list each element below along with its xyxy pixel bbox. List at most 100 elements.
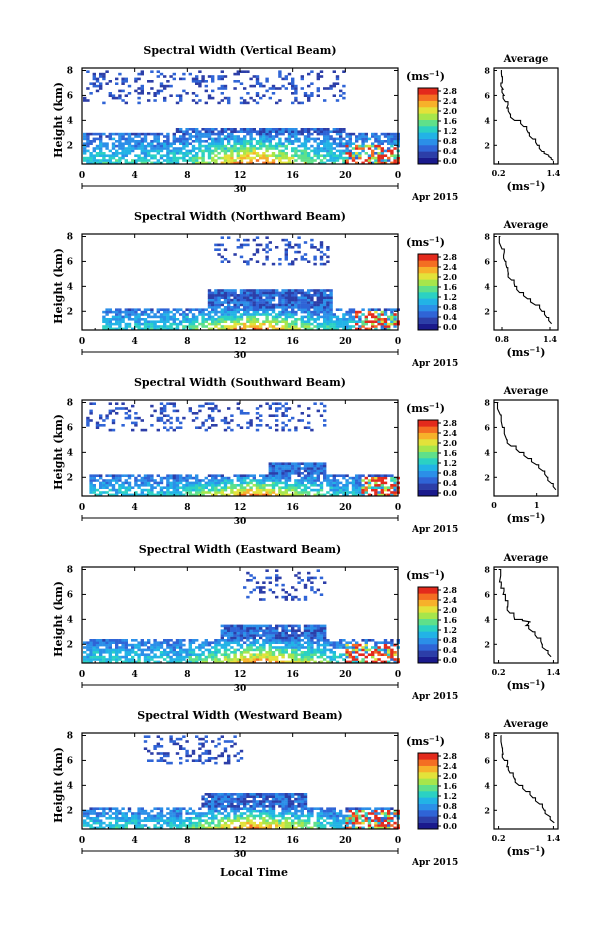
heatmap-cell	[102, 152, 106, 155]
heatmap-cell	[316, 87, 320, 90]
heatmap-cell	[332, 137, 336, 141]
heatmap-cell	[383, 308, 388, 311]
heatmap-cell	[121, 807, 125, 810]
heatmap-cell	[303, 291, 308, 295]
heatmap-cell	[188, 826, 192, 830]
heatmap-cell	[147, 493, 151, 497]
heatmap-cell	[118, 474, 122, 477]
heatmap-cell	[150, 479, 154, 482]
heatmap-cell	[335, 315, 340, 319]
heatmap-cell	[134, 491, 138, 494]
heatmap-cell	[326, 87, 330, 90]
heatmap-cell	[156, 660, 160, 664]
heatmap-cell	[124, 161, 128, 165]
heatmap-cell	[355, 660, 359, 664]
heatmap-cell	[371, 486, 375, 489]
heatmap-cell	[99, 135, 103, 138]
heatmap-cell	[92, 132, 96, 136]
heatmap-cell	[255, 641, 260, 644]
heatmap-cell	[246, 310, 250, 314]
heatmap-cell	[201, 646, 205, 649]
heatmap-cell	[278, 462, 282, 465]
heatmap-cell	[278, 156, 282, 160]
heatmap-cell	[287, 419, 292, 422]
heatmap-cell	[182, 747, 186, 750]
heatmap-cell	[143, 824, 148, 827]
heatmap-cell	[255, 581, 260, 584]
heatmap-cell	[166, 488, 170, 492]
heatmap-cell	[326, 474, 330, 477]
heatmap-cell	[262, 581, 266, 584]
heatmap-cell	[99, 660, 103, 664]
heatmap-cell	[115, 412, 119, 415]
heatmap-cell	[188, 658, 192, 661]
heatmap-cell	[239, 474, 244, 477]
heatmap-cell	[278, 149, 282, 153]
heatmap-cell	[204, 147, 208, 150]
heatmap-cell	[303, 154, 308, 157]
heatmap-cell	[348, 653, 352, 656]
heatmap-cell	[361, 137, 365, 141]
heatmap-cell	[217, 130, 221, 133]
heatmap-cell	[358, 486, 362, 489]
heatmap-cell	[278, 651, 282, 654]
heatmap-cell	[281, 77, 285, 81]
heatmap-cell	[342, 144, 346, 148]
heatmap-cell	[297, 660, 301, 664]
heatmap-cell	[313, 629, 317, 632]
colorbar-segment	[418, 420, 438, 427]
heatmap-cell	[319, 294, 324, 297]
heatmap-cell	[140, 70, 144, 73]
heatmap-cell	[163, 313, 167, 316]
heatmap-cell	[150, 476, 154, 480]
heatmap-cell	[326, 301, 330, 304]
heatmap-cell	[268, 631, 272, 635]
heatmap-cell	[111, 421, 116, 425]
heatmap-cell	[131, 140, 135, 143]
heatmap-cell	[166, 315, 170, 319]
heatmap-cell	[367, 159, 372, 162]
heatmap-cell	[316, 147, 320, 150]
heatmap-cell	[390, 313, 394, 316]
heatmap-cell	[198, 655, 202, 659]
heatmap-cell	[118, 491, 122, 494]
heatmap-cell	[374, 476, 378, 480]
colorbar-tick-label: 2.8	[443, 585, 457, 595]
heatmap-cell	[169, 735, 173, 738]
heatmap-cell	[387, 147, 391, 150]
heatmap-cell	[335, 327, 340, 331]
heatmap-cell	[198, 807, 202, 810]
heatmap-cell	[319, 464, 324, 468]
heatmap-cell	[319, 648, 324, 652]
heatmap-cell	[105, 82, 109, 85]
heatmap-cell	[137, 814, 141, 818]
heatmap-cell	[172, 428, 176, 432]
heatmap-cell	[252, 296, 256, 299]
heatmap-cell	[198, 754, 202, 758]
heatmap-cell	[185, 740, 189, 743]
heatmap-cell	[230, 325, 234, 328]
heatmap-cell	[332, 313, 336, 316]
heatmap-cell	[169, 812, 173, 815]
heatmap-cell	[204, 428, 208, 432]
heatmap-cell	[319, 303, 324, 307]
heatmap-cell	[179, 747, 183, 750]
heatmap-cell	[131, 137, 135, 141]
heatmap-cell	[124, 325, 128, 328]
heatmap-cell	[207, 648, 212, 652]
heatmap-cell	[390, 320, 394, 323]
heatmap-cell	[268, 414, 272, 417]
heatmap-cell	[163, 639, 167, 642]
heatmap-cell	[243, 294, 247, 297]
heatmap-cell	[207, 306, 212, 309]
heatmap-cell	[201, 154, 205, 157]
heatmap-cell	[246, 320, 250, 323]
heatmap-cell	[220, 493, 224, 497]
heatmap-cell	[121, 826, 125, 830]
heatmap-cell	[319, 488, 324, 492]
heatmap-cell	[179, 137, 183, 141]
heatmap-cell	[163, 814, 167, 818]
heatmap-cell	[287, 660, 292, 664]
heatmap-cell	[351, 658, 356, 661]
heatmap-cell	[169, 142, 173, 145]
